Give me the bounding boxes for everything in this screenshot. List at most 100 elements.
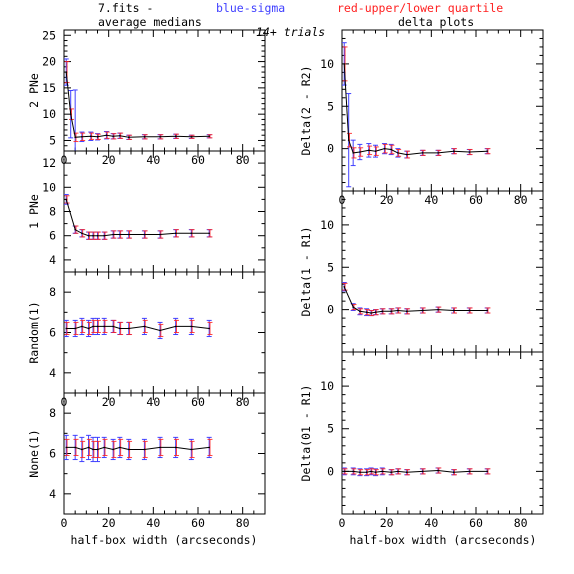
x-tick-label: 20	[102, 516, 116, 530]
y-tick-label: 15	[42, 81, 56, 95]
data-point	[112, 448, 114, 451]
data-point	[159, 135, 161, 138]
data-layer	[342, 42, 491, 188]
data-point	[119, 134, 121, 137]
data-point	[190, 232, 193, 235]
y-tick-label: 10	[320, 218, 334, 232]
y-tick-label: 5	[327, 422, 334, 436]
x-tick-label: 60	[191, 153, 205, 167]
data-point	[112, 233, 114, 236]
data-point	[343, 470, 346, 473]
x-tick-label: 20	[102, 153, 116, 167]
data-point	[81, 448, 83, 451]
data-point	[343, 63, 346, 65]
y-tick-label: 8	[49, 285, 56, 299]
x-tick-label: 40	[146, 516, 160, 530]
plot-frame	[341, 351, 544, 515]
y-tick-label: 5	[327, 260, 334, 274]
x-tick-label: 80	[514, 516, 528, 530]
median-line	[343, 63, 488, 156]
data-point	[405, 471, 408, 474]
y-tick-label: 10	[320, 57, 334, 71]
data-point	[374, 471, 377, 474]
data-point	[390, 310, 392, 313]
data-point	[486, 150, 488, 152]
data-point	[119, 233, 121, 236]
data-point	[92, 448, 94, 451]
x-tick-label: 80	[514, 193, 528, 207]
data-point	[452, 309, 455, 312]
data-point	[65, 327, 68, 330]
data-layer	[342, 282, 491, 317]
data-point	[103, 446, 105, 449]
data-point	[486, 470, 488, 473]
data-point	[452, 471, 455, 474]
right-x-axis-label: half-box width (arcseconds)	[350, 533, 537, 547]
data-point	[352, 306, 354, 308]
data-point	[74, 228, 76, 231]
data-point	[112, 135, 114, 138]
y-axis-label: Delta(1 - R1)	[299, 226, 313, 316]
data-point	[405, 153, 408, 156]
data-point	[421, 152, 424, 154]
header-sigma-note: blue-sigma	[216, 1, 285, 15]
data-point	[143, 325, 146, 328]
plot-frame	[63, 29, 266, 152]
data-point	[81, 325, 83, 328]
y-tick-label: 4	[49, 487, 56, 501]
data-point	[365, 311, 368, 313]
data-point	[468, 470, 471, 473]
data-point	[468, 309, 471, 312]
plot-frame	[341, 29, 544, 192]
right-column-title: delta plots	[398, 15, 474, 29]
x-tick-label: 40	[424, 193, 438, 207]
data-point	[208, 135, 210, 138]
data-point	[397, 309, 399, 312]
median-line	[66, 446, 210, 451]
data-point	[96, 325, 99, 328]
data-point	[374, 150, 377, 152]
y-tick-label: 8	[49, 406, 56, 420]
data-point	[81, 135, 83, 138]
panel-right-3: 0 20 40 60 80 0 5 10 Delta(01 - R1)	[299, 351, 544, 530]
y-tick-label: 20	[42, 55, 56, 69]
x-tick-label: 40	[146, 153, 160, 167]
data-point	[343, 285, 346, 288]
x-tick-label: 40	[146, 395, 160, 409]
y-tick-label: 6	[49, 447, 56, 461]
x-tick-label: 20	[380, 516, 394, 530]
y-tick-label: 5	[49, 133, 56, 147]
data-point	[127, 448, 130, 451]
median-line	[65, 72, 210, 138]
data-point	[370, 312, 372, 314]
data-point	[143, 233, 146, 236]
panel-left-4: 0 20 40 60 80 4 6 8 None(1)	[27, 392, 266, 530]
data-point	[208, 327, 210, 330]
data-point	[119, 446, 121, 449]
data-point	[190, 448, 193, 451]
data-point	[103, 325, 105, 328]
data-point	[174, 232, 177, 235]
y-axis-label: Random(1)	[27, 301, 41, 363]
data-point	[421, 470, 424, 473]
data-point	[65, 198, 68, 201]
y-tick-label: 0	[327, 464, 334, 478]
data-point	[74, 136, 76, 139]
data-point	[352, 152, 354, 154]
x-tick-label: 40	[424, 516, 438, 530]
data-point	[381, 470, 384, 473]
data-point	[370, 470, 372, 473]
y-axis-label: None(1)	[27, 429, 41, 477]
data-point	[127, 136, 130, 139]
y-tick-label: 0	[327, 142, 334, 156]
data-point	[208, 446, 210, 449]
x-tick-label: 60	[469, 193, 483, 207]
x-tick-label: 80	[236, 153, 250, 167]
data-point	[65, 446, 68, 449]
data-point	[437, 469, 439, 472]
data-point	[96, 135, 99, 138]
data-point	[359, 151, 361, 153]
data-point	[486, 309, 488, 312]
y-tick-label: 0	[327, 303, 334, 317]
plot-frame	[63, 150, 266, 273]
